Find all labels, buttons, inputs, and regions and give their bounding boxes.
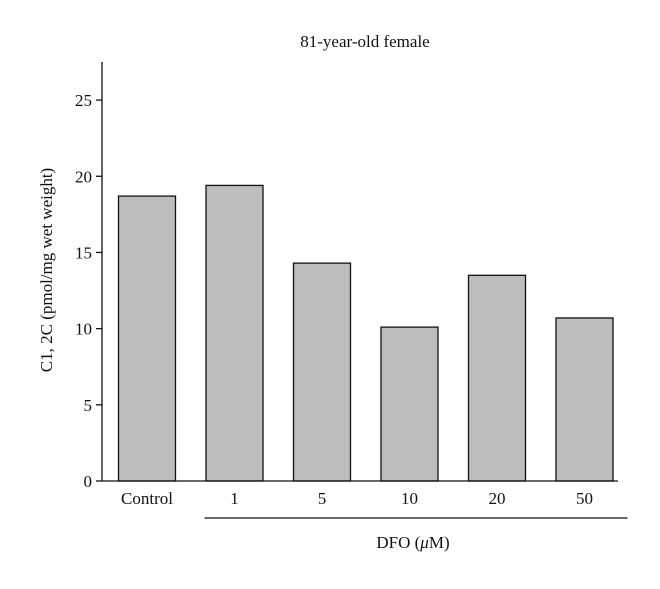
y-tick-label-10: 10 (75, 320, 92, 339)
bar-control (117, 195, 177, 482)
bar-1 (205, 184, 264, 482)
x-axis-label-prefix: DFO ( (376, 533, 420, 552)
y-tick-label-15: 15 (75, 243, 92, 262)
bar-10 (380, 326, 439, 482)
bar-20 (467, 274, 527, 482)
x-tick-label-50: 50 (576, 489, 593, 508)
x-tick-label-control: Control (121, 489, 173, 508)
x-tick-label-20: 20 (489, 489, 506, 508)
chart-title: 81-year-old female (300, 32, 429, 51)
x-axis-label-unit: μ (419, 533, 429, 552)
x-axis-label: DFO (μM) (376, 533, 449, 552)
y-tick-label-0: 0 (84, 472, 93, 491)
y-tick-label-20: 20 (75, 167, 92, 186)
y-tick-label-5: 5 (84, 396, 93, 415)
y-tick-label-25: 25 (75, 91, 92, 110)
bar-5 (292, 262, 352, 482)
x-tick-labels: Control 1 5 10 20 50 (121, 489, 593, 508)
x-tick-label-1: 1 (230, 489, 239, 508)
bars (117, 184, 614, 482)
bar-50 (555, 317, 614, 482)
y-ticks: 0 5 10 15 20 25 (75, 91, 102, 491)
x-tick-label-5: 5 (318, 489, 327, 508)
x-axis-label-suffix: M) (429, 533, 450, 552)
x-tick-label-10: 10 (401, 489, 418, 508)
y-axis-label: C1, 2C (pmol/mg wet weight) (37, 168, 56, 372)
